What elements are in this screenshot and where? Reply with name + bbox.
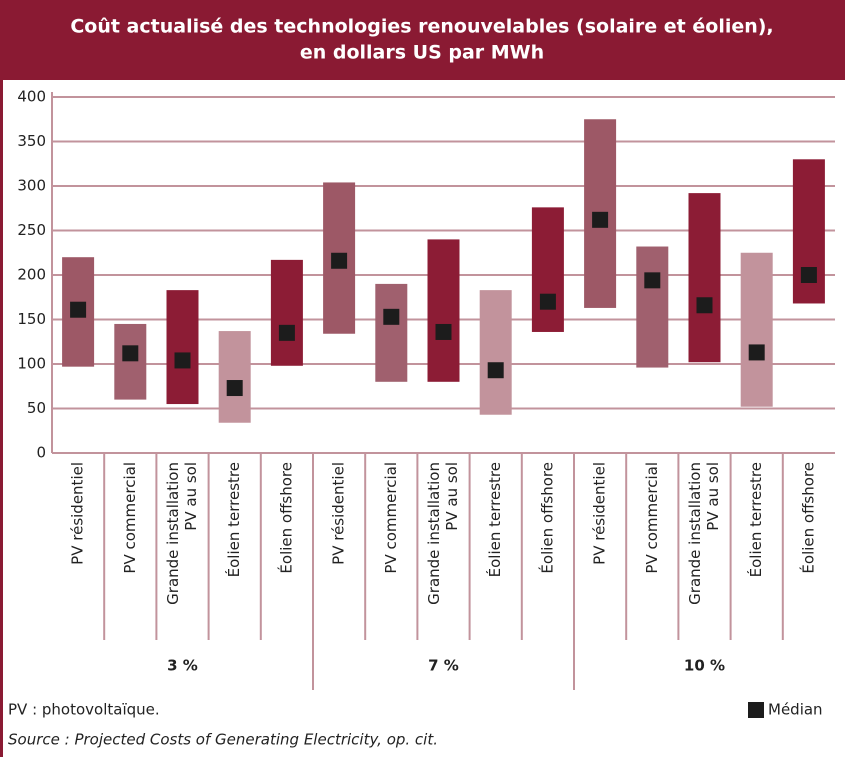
y-tick-label: 150 <box>17 310 46 328</box>
median-marker <box>278 324 295 341</box>
median-marker <box>644 272 661 289</box>
range-bar <box>375 283 408 382</box>
x-tick-label: Éolien terrestre <box>485 462 504 577</box>
x-tick-label: Éolien terrestre <box>746 462 765 577</box>
x-tick-label: PV résidentiel <box>330 462 348 565</box>
median-marker <box>592 211 609 228</box>
x-tick-label: PV au sol <box>704 462 722 531</box>
x-tick-label: PV commercial <box>121 462 139 574</box>
range-bar <box>270 259 303 366</box>
median-marker <box>70 301 87 318</box>
y-tick-label: 50 <box>27 399 46 417</box>
x-tick-label: PV au sol <box>182 462 200 531</box>
x-tick-label: Éolien offshore <box>537 462 556 574</box>
footnote: PV : photovoltaïque. <box>8 701 160 719</box>
y-tick-label: 250 <box>17 221 46 239</box>
y-tick-label: 350 <box>17 132 46 150</box>
x-tick-label: Grande installation <box>164 462 182 605</box>
x-tick-label: PV commercial <box>382 462 400 574</box>
x-tick-label: Éolien offshore <box>276 462 295 574</box>
median-marker <box>696 297 713 314</box>
range-bar <box>427 239 460 382</box>
x-tick-label: Grande installation <box>425 462 443 605</box>
x-tick-label: Éolien offshore <box>798 462 817 574</box>
median-marker <box>487 362 504 379</box>
x-tick-label: PV résidentiel <box>591 462 609 565</box>
median-marker <box>331 252 348 269</box>
chart-title: en dollars US par MWh <box>300 42 544 64</box>
x-tick-label: Grande installation <box>686 462 704 605</box>
median-marker <box>122 345 139 362</box>
y-tick-label: 0 <box>36 444 46 462</box>
median-marker <box>435 323 452 340</box>
y-tick-label: 300 <box>17 177 46 195</box>
range-bar <box>688 193 721 363</box>
x-tick-label: PV commercial <box>643 462 661 574</box>
range-bar <box>740 252 773 407</box>
range-bar <box>114 323 147 400</box>
legend-label: Médian <box>768 701 823 719</box>
source: Source : Projected Costs of Generating E… <box>8 731 438 749</box>
y-tick-label: 100 <box>17 355 46 373</box>
left-border <box>0 80 3 757</box>
range-bar <box>636 246 669 368</box>
median-marker <box>539 293 556 310</box>
y-tick-label: 400 <box>17 88 46 106</box>
median-marker <box>174 352 191 369</box>
range-bar <box>479 290 512 415</box>
median-marker <box>800 267 817 283</box>
median-marker <box>226 380 243 397</box>
legend-swatch <box>748 702 764 718</box>
x-tick-label: PV au sol <box>443 462 461 531</box>
group-label: 10 % <box>684 657 725 675</box>
range-bar <box>218 331 251 423</box>
range-bar <box>166 290 199 405</box>
chart-title: Coût actualisé des technologies renouvel… <box>70 16 773 38</box>
median-marker <box>748 344 765 361</box>
x-tick-label: PV résidentiel <box>69 462 87 565</box>
group-label: 7 % <box>428 657 459 675</box>
title-bar <box>0 0 845 80</box>
group-label: 3 % <box>167 657 198 675</box>
x-tick-label: Éolien terrestre <box>224 462 243 577</box>
range-bar <box>531 207 564 332</box>
y-tick-label: 200 <box>17 266 46 284</box>
median-marker <box>383 308 400 325</box>
